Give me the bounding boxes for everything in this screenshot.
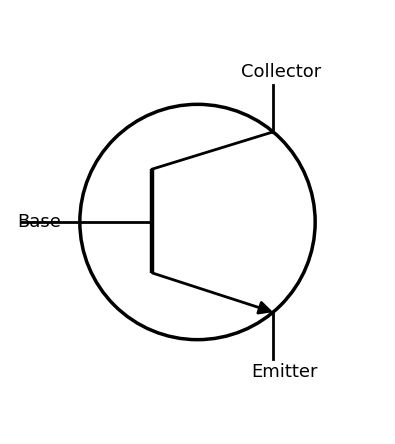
Text: Emitter: Emitter (252, 363, 318, 381)
Text: Collector: Collector (241, 63, 321, 81)
Text: Base: Base (17, 213, 61, 231)
